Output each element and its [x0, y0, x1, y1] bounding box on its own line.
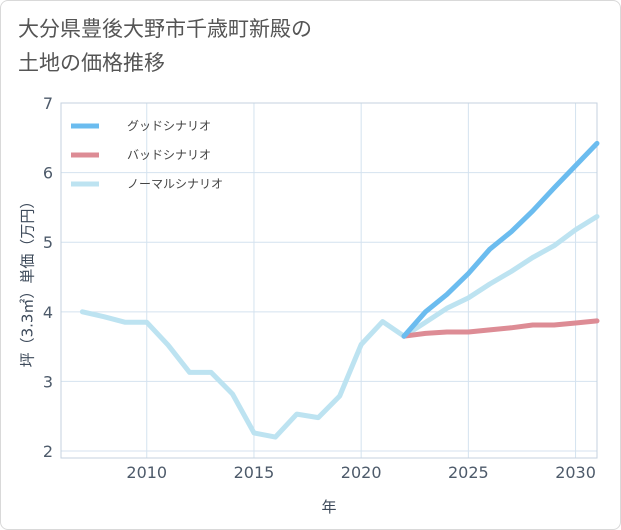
- y-tick-label-4: 4: [43, 303, 53, 322]
- y-tick-label-2: 2: [43, 442, 53, 461]
- chart-title-line-2: 土地の価格推移: [18, 51, 165, 75]
- legend-label-good: グッドシナリオ: [127, 119, 211, 133]
- y-tick-label-3: 3: [43, 372, 53, 391]
- x-tick-label-2030: 2030: [555, 463, 596, 482]
- series-line-good: [401, 140, 600, 339]
- plot-frame: [60, 102, 598, 459]
- x-tick-label-2015: 2015: [234, 463, 275, 482]
- series-line-bad: [401, 318, 600, 339]
- grid: [61, 102, 597, 458]
- y-tick-label-6: 6: [43, 164, 53, 183]
- x-axis-label: 年: [321, 498, 336, 516]
- series-lines: [79, 140, 600, 440]
- axis-ticks: 2010 2015 2020 2025 2030 2 3 4 5 6 7: [43, 94, 596, 482]
- y-axis-label: 坪（3.3㎡）単価（万円）: [19, 194, 37, 368]
- x-tick-label-2020: 2020: [341, 463, 382, 482]
- series-line-normal: [79, 214, 600, 440]
- legend-label-normal: ノーマルシナリオ: [127, 177, 223, 191]
- x-tick-label-2010: 2010: [126, 463, 167, 482]
- x-tick-label-2025: 2025: [448, 463, 489, 482]
- legend-label-bad: バッドシナリオ: [127, 148, 211, 162]
- chart-title: 大分県豊後大野市千歳町新殿の 土地の価格推移: [18, 12, 312, 80]
- y-tick-label-5: 5: [43, 233, 53, 252]
- chart-title-line-1: 大分県豊後大野市千歳町新殿の: [18, 17, 312, 41]
- y-tick-label-7: 7: [43, 94, 53, 113]
